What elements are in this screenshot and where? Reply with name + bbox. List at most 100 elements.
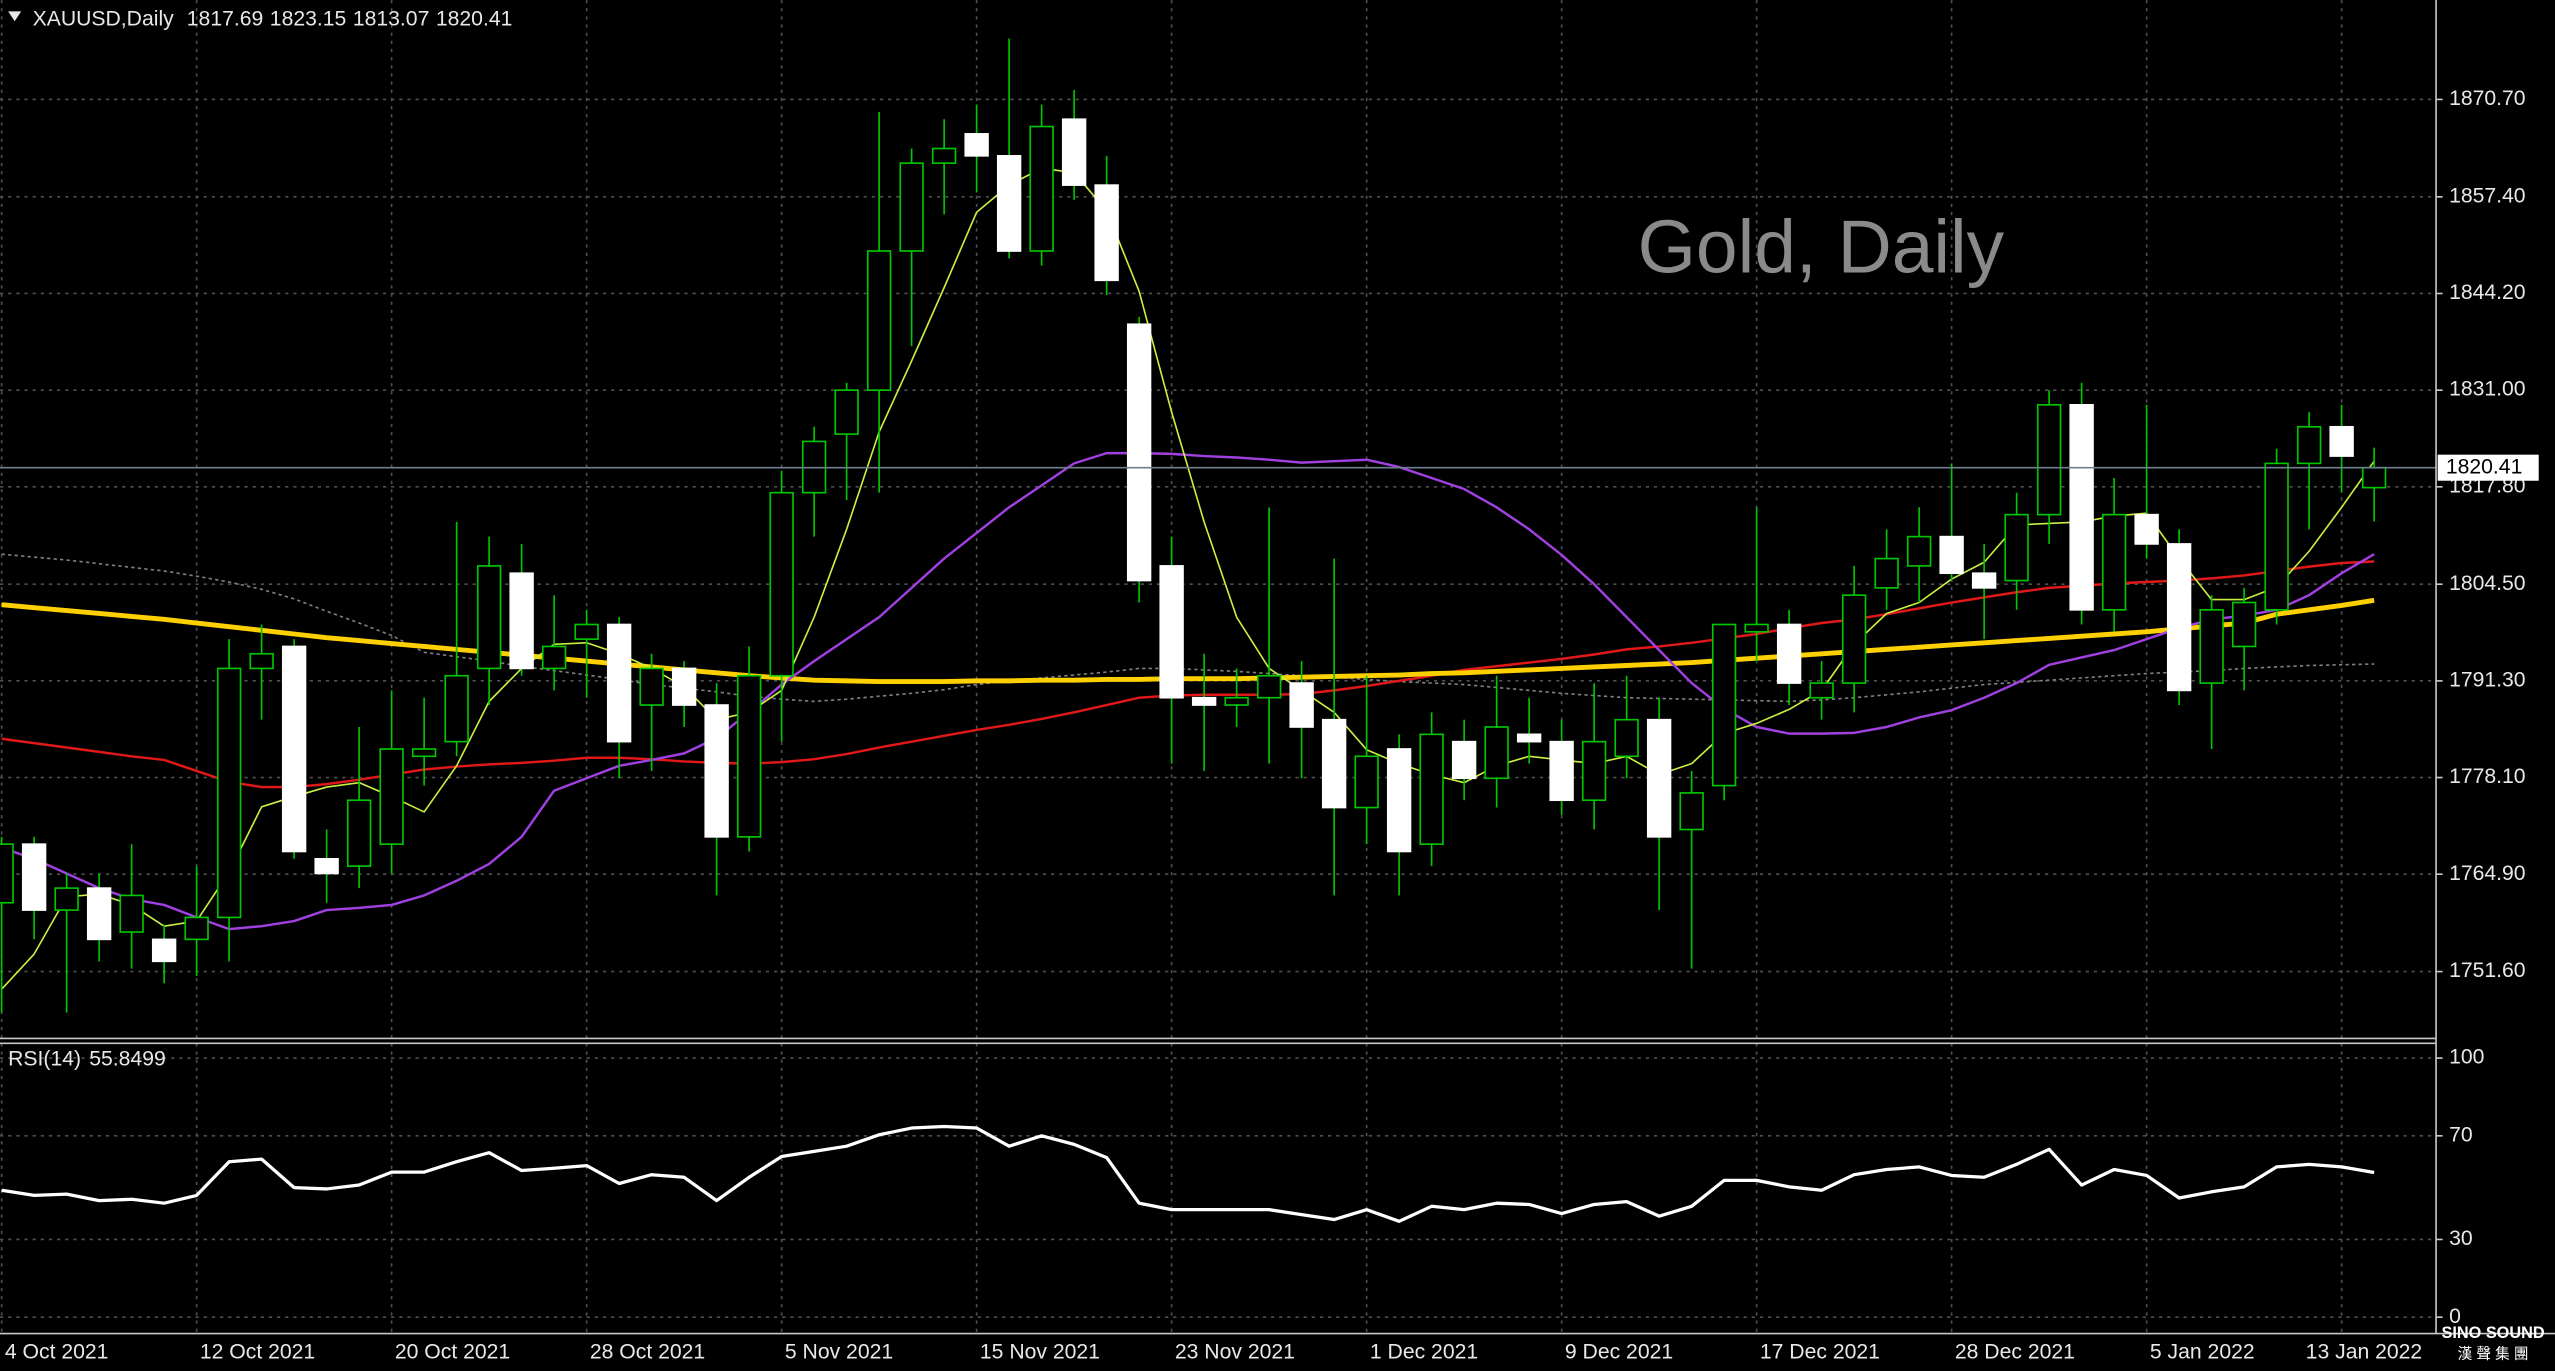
x-tick-label: 17 Dec 2021 [1760, 1341, 1880, 1364]
candle-body [1841, 594, 1867, 684]
candle-body [704, 704, 729, 838]
y-tick-label: 1870.70 [2449, 87, 2526, 110]
candle-body [1484, 726, 1509, 780]
symbol-title: XAUUSD,Daily [33, 7, 175, 30]
candle-body [1516, 733, 1542, 743]
candle-body [2361, 466, 2387, 489]
moving-average-line [1, 553, 2375, 703]
candle-body [1126, 323, 1152, 582]
candle-body [1614, 718, 1639, 758]
candle-body [1354, 755, 1379, 809]
candle-body [1744, 623, 1769, 633]
candle-body [2036, 403, 2062, 516]
x-tick-label: 28 Dec 2021 [1955, 1341, 2075, 1364]
y-tick-label: 70 [2449, 1123, 2473, 1146]
candle-body [1321, 718, 1347, 809]
candle-body [216, 667, 242, 919]
candle-body [0, 843, 14, 904]
header-close: 1820.41 [436, 7, 513, 30]
candle-body [1939, 535, 1964, 575]
candle-body [606, 623, 632, 743]
y-tick-label: 1778.10 [2449, 765, 2526, 788]
chart-header: XAUUSD,Daily 1817.69 1823.15 1813.07 1820.41 [33, 7, 513, 30]
candle-body [1094, 184, 1119, 282]
logo-subtext: 漢 聲 集 團 [2458, 1346, 2529, 1363]
candle-body [671, 667, 697, 706]
candle-body [1419, 733, 1444, 845]
candle-body [1646, 718, 1672, 838]
x-tick-label: 15 Nov 2021 [980, 1341, 1100, 1364]
candle-body [541, 645, 567, 670]
candle-body [509, 572, 534, 670]
y-tick-label: 1844.20 [2449, 281, 2526, 304]
candle-body [2004, 513, 2029, 582]
candle-body [2069, 403, 2094, 611]
candle-body [1451, 740, 1477, 780]
candle-body [21, 843, 47, 911]
x-tick-label: 12 Oct 2021 [200, 1341, 315, 1364]
candle-body [1809, 682, 1834, 699]
candle-body [1224, 696, 1249, 706]
candle-body [184, 916, 209, 941]
candle-body [151, 938, 177, 963]
candle-body [1906, 535, 1932, 567]
x-tick-label: 23 Nov 2021 [1175, 1341, 1295, 1364]
candle-body [1679, 792, 1704, 831]
candle-body [1061, 118, 1087, 186]
candle-body [574, 623, 599, 640]
y-tick-label: 30 [2449, 1227, 2473, 1250]
y-tick-label: 100 [2449, 1046, 2484, 1069]
candle-body [1776, 623, 1802, 684]
rsi-current: 55.8499 [89, 1047, 166, 1070]
candle-body [249, 652, 274, 670]
candle-body [2166, 543, 2192, 692]
y-tick-label: 1857.40 [2449, 184, 2526, 207]
candle-body [964, 133, 989, 157]
candle-body [1549, 740, 1574, 802]
candle-body [1874, 557, 1899, 589]
candle-body [2231, 601, 2257, 648]
logo-text: SINO SOUND [2442, 1324, 2545, 1342]
candle-body [346, 799, 372, 867]
candle-body [769, 491, 794, 677]
mark-layer [0, 38, 2437, 1223]
y-tick-label: 0 [2449, 1305, 2461, 1328]
grid-layer [0, 0, 2437, 1334]
candle-body [281, 645, 307, 853]
rsi-line [1, 1124, 2375, 1223]
candle-body [996, 155, 1022, 252]
x-tick-label: 9 Dec 2021 [1565, 1341, 1673, 1364]
candle-body [2329, 425, 2354, 457]
candle-body [86, 887, 112, 941]
candle-body [1711, 623, 1737, 787]
moving-average-line [1, 597, 2375, 685]
x-tick-label: 28 Oct 2021 [590, 1341, 705, 1364]
candle-body [1289, 682, 1314, 728]
current-price-box [2437, 454, 2539, 481]
candle-body [411, 748, 437, 758]
candle-body [444, 674, 469, 743]
moving-average-line [1, 451, 2375, 931]
x-tick-label: 5 Nov 2021 [785, 1341, 893, 1364]
candle-body [736, 674, 762, 838]
current-price-label: 1820.41 [2446, 455, 2523, 478]
y-tick-label: 1831.00 [2449, 378, 2526, 401]
candle-body [2134, 513, 2159, 545]
candle-body [2296, 425, 2322, 465]
collapse-icon[interactable] [8, 11, 22, 22]
header-low: 1813.07 [353, 7, 430, 30]
header-high: 1823.15 [270, 7, 347, 30]
candle-body [1971, 572, 1997, 589]
candle-body [931, 147, 957, 164]
x-tick-label: 5 Jan 2022 [2150, 1341, 2255, 1364]
candle-body [54, 887, 79, 911]
watermark: Gold, Daily [1638, 204, 2005, 288]
candle-body [866, 250, 892, 391]
x-tick-label: 4 Oct 2021 [5, 1341, 109, 1364]
candle-body [2199, 609, 2224, 684]
candle-body [2101, 513, 2127, 611]
candle-body [899, 162, 924, 252]
rsi-header: RSI(14) 55.8499 [8, 1047, 166, 1070]
